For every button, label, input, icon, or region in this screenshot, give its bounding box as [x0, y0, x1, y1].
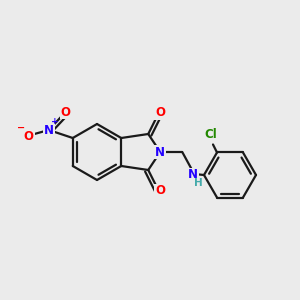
Text: O: O — [155, 106, 165, 119]
Text: Cl: Cl — [205, 128, 218, 141]
Text: N: N — [44, 124, 54, 136]
Text: −: − — [17, 123, 25, 133]
Text: O: O — [24, 130, 34, 142]
Text: O: O — [155, 184, 165, 197]
Text: N: N — [155, 146, 165, 158]
Text: H: H — [194, 178, 203, 188]
Text: O: O — [61, 106, 71, 118]
Text: +: + — [51, 118, 59, 127]
Text: N: N — [188, 169, 198, 182]
